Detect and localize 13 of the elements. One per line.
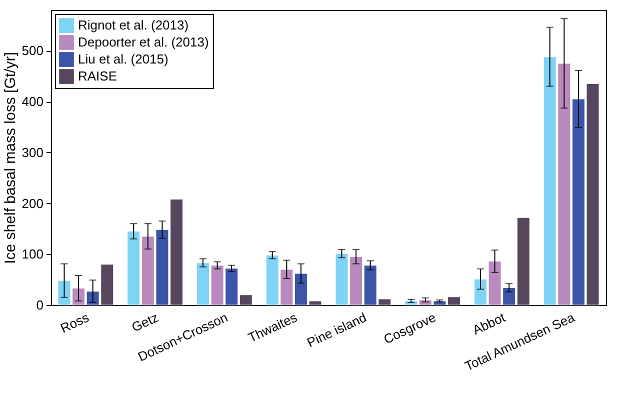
y-tick-label: 500 xyxy=(22,43,44,58)
legend-label: RAISE xyxy=(78,68,118,84)
y-tick-label: 400 xyxy=(22,94,44,110)
x-tick-label: Pine island xyxy=(304,310,369,350)
y-tick-label: 0 xyxy=(36,298,44,312)
x-tick-label: Ross xyxy=(58,309,92,336)
legend-label: Depoorter et al. (2013) xyxy=(78,34,209,50)
y-axis-title: Ice shelf basal mass loss [Gt/yr] xyxy=(2,52,19,264)
y-tick-label: 100 xyxy=(22,246,44,262)
y-tick-label: 200 xyxy=(22,196,44,211)
y-tick-label: 300 xyxy=(22,144,44,160)
legend-label: Liu et al. (2015) xyxy=(78,52,168,66)
legend-label: Rignot et al. (2013) xyxy=(78,18,189,32)
